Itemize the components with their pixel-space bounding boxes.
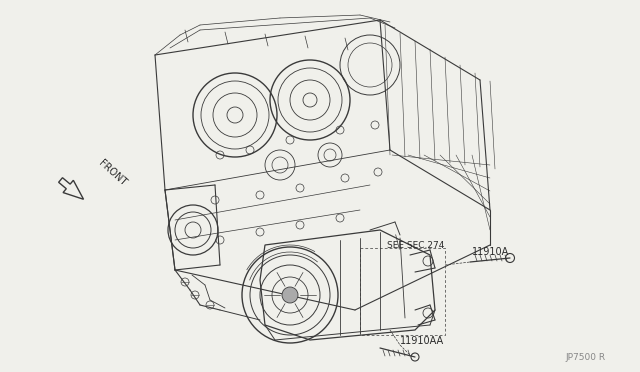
Text: 11910AA: 11910AA [400, 336, 444, 346]
Text: 11910A: 11910A [472, 247, 509, 257]
Text: FRONT: FRONT [97, 158, 129, 188]
Circle shape [282, 287, 298, 303]
Text: JP7500 R: JP7500 R [565, 353, 605, 362]
Text: SEE SEC.274: SEE SEC.274 [387, 241, 444, 250]
